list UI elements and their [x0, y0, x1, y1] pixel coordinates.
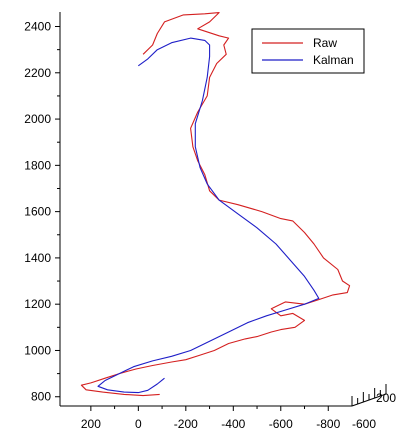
y-tick-label: 2000	[24, 112, 51, 126]
y-tick-label: 1400	[24, 251, 51, 265]
y-tick-label: 2200	[24, 66, 51, 80]
x-tick-label: -200	[174, 417, 198, 431]
depth-tick-label: -600	[352, 417, 376, 431]
legend: Raw Kalman	[251, 28, 365, 74]
y-tick-label: 2400	[24, 20, 51, 34]
y-tick-label: 1200	[24, 297, 51, 311]
x-tick-label: -400	[221, 417, 245, 431]
legend-box	[251, 28, 365, 74]
y-tick-label: 1000	[24, 343, 51, 357]
x-tick-label: -600	[269, 417, 293, 431]
depth-tick-label: 200	[376, 391, 396, 405]
x-tick-label: 200	[81, 417, 101, 431]
x-tick-label: 0	[135, 417, 142, 431]
legend-label-kalman: Kalman	[313, 53, 354, 67]
series-layer	[80, 12, 351, 397]
y-tick-label: 800	[31, 390, 51, 404]
series-line-raw	[80, 12, 351, 397]
y-tick-label: 1600	[24, 205, 51, 219]
legend-label-raw: Raw	[313, 36, 337, 50]
series-line-kalman	[97, 37, 320, 394]
x-tick-label: -800	[316, 417, 340, 431]
y-tick-label: 1800	[24, 158, 51, 172]
